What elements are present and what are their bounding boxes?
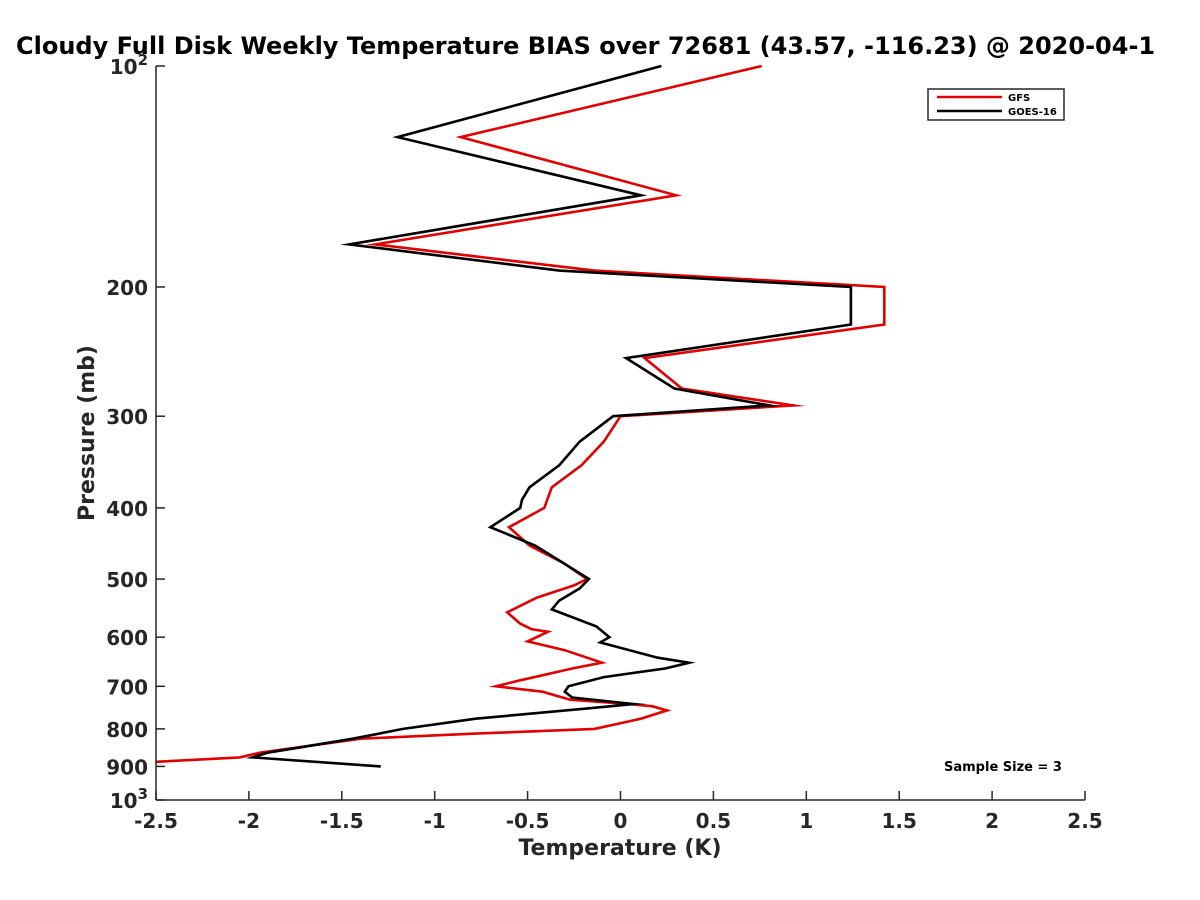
x-tick-label: -2 — [238, 809, 260, 833]
x-tick-label: -1 — [424, 809, 446, 833]
plot-area: -2.5 -2 -1.5 -1 -0.5 0 0.5 1 1.5 2 2.5 102 200 300 40… — [106, 51, 1102, 833]
x-tick-label: 2 — [985, 809, 999, 833]
y-tick-label: 102 — [110, 51, 148, 79]
y-axis-ticks: 102 200 300 400 500 600 700 800 900 103 — [106, 51, 165, 813]
x-tick-label: -0.5 — [506, 809, 550, 833]
x-tick-label: 1 — [799, 809, 813, 833]
y-tick-label: 300 — [106, 405, 148, 429]
y-tick-label: 200 — [106, 276, 148, 300]
x-tick-label: -1.5 — [320, 809, 364, 833]
legend-label: GFS — [1008, 93, 1030, 104]
legend-items: GFS GOES-16 — [937, 93, 1057, 118]
x-tick-label: -2.5 — [134, 809, 178, 833]
y-tick-label: 600 — [106, 626, 148, 650]
x-axis-title: Temperature (K) — [518, 836, 721, 861]
series-line-goes-16 — [245, 64, 853, 768]
legend-box — [927, 88, 1065, 121]
legend-label: GOES-16 — [1008, 107, 1057, 118]
series-line-gfs — [155, 64, 886, 764]
x-axis-ticks: -2.5 -2 -1.5 -1 -0.5 0 0.5 1 1.5 2 2.5 — [134, 791, 1103, 833]
x-tick-label: 1.5 — [881, 809, 916, 833]
legend: GFS GOES-16 — [927, 88, 1065, 121]
y-tick-label: 400 — [106, 497, 148, 521]
x-tick-label: 2.5 — [1067, 809, 1102, 833]
x-tick-label: 0 — [614, 809, 628, 833]
y-tick-label: 103 — [110, 785, 148, 813]
series-layer — [155, 64, 886, 768]
y-tick-label: 800 — [106, 718, 148, 742]
chart-title: Cloudy Full Disk Weekly Temperature BIAS… — [16, 32, 1155, 60]
y-axis-title: Pressure (mb) — [75, 345, 100, 521]
y-tick-label: 700 — [106, 675, 148, 699]
y-tick-label: 900 — [106, 755, 148, 779]
sample-size-annotation: Sample Size = 3 — [944, 760, 1062, 775]
y-tick-label: 500 — [106, 568, 148, 592]
x-tick-label: 0.5 — [696, 809, 731, 833]
